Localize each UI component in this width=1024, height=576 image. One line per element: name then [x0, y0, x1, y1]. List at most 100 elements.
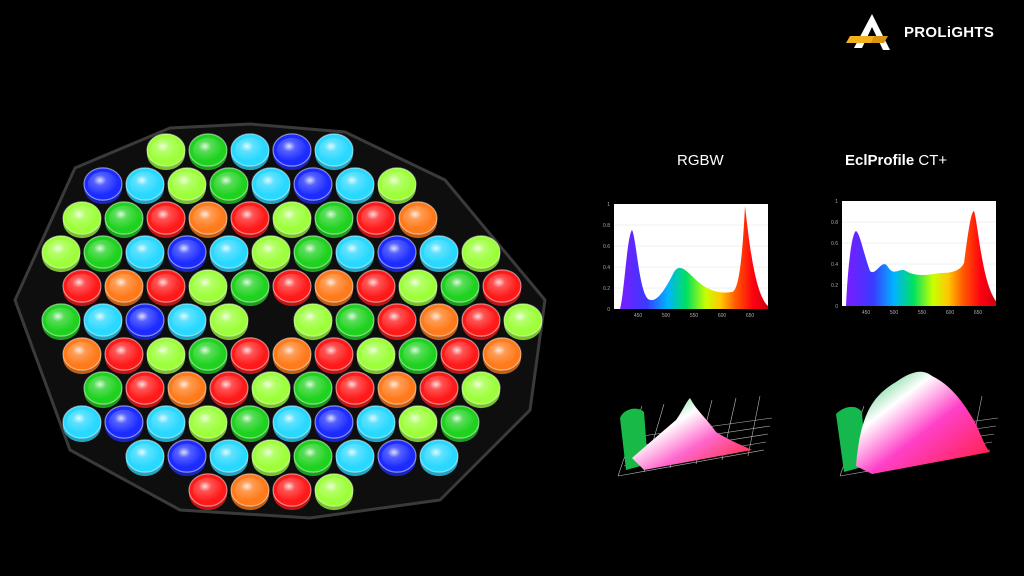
led-lens [104, 337, 144, 375]
eclprofile-y-tick: 0.2 [831, 283, 838, 289]
led-lens [398, 269, 438, 307]
rgbw-x-tick: 500 [662, 313, 671, 319]
led-lens [125, 235, 165, 273]
eclprofile-x-tick: 500 [890, 310, 899, 316]
rgbw-x-tick: 450 [634, 313, 643, 319]
led-lens [461, 303, 501, 341]
led-lens [146, 201, 186, 239]
led-lens [272, 473, 312, 511]
led-lens [482, 337, 522, 375]
led-lens [461, 371, 501, 409]
led-lens [230, 405, 270, 443]
led-lens [419, 439, 459, 477]
led-lens [272, 337, 312, 375]
led-lens [272, 133, 312, 171]
led-lens [335, 371, 375, 409]
led-lens [314, 133, 354, 171]
eclprofile-title: EclProfile CT+ [845, 152, 947, 169]
led-lens [503, 303, 543, 341]
led-lens [230, 473, 270, 511]
led-lens [251, 439, 291, 477]
eclprofile-y-tick: 1 [835, 199, 838, 205]
led-lens [356, 269, 396, 307]
led-lens [440, 337, 480, 375]
led-lens [230, 337, 270, 375]
rgbw-y-tick: 0.2 [603, 286, 610, 292]
led-lens [314, 405, 354, 443]
led-lens [251, 235, 291, 273]
led-lens [314, 473, 354, 511]
led-lens [209, 371, 249, 409]
led-lens [209, 235, 249, 273]
led-lens [188, 133, 228, 171]
led-lens [293, 167, 333, 205]
led-lens [41, 235, 81, 273]
rgbw-y-tick: 0 [607, 307, 610, 313]
led-lens [293, 235, 333, 273]
led-lens [293, 439, 333, 477]
led-lens [419, 303, 459, 341]
led-lens [272, 201, 312, 239]
rgbw-x-tick: 550 [690, 313, 699, 319]
led-lens [398, 337, 438, 375]
rgbw-x-tick: 650 [746, 313, 755, 319]
eclprofile-spectrum-chart: 1 0.8 0.6 0.4 0.2 0 450 500 550 600 650 [831, 199, 996, 316]
led-lens [209, 167, 249, 205]
led-lens [314, 201, 354, 239]
rgbw-x-tick: 600 [718, 313, 727, 319]
led-lens [293, 303, 333, 341]
rgbw-spectrum-curve [620, 206, 768, 309]
led-lens [251, 371, 291, 409]
rgbw-y-tick: 0.8 [603, 223, 610, 229]
led-lens [356, 405, 396, 443]
rgbw-spectrum-chart: 1 0.8 0.6 0.4 0.2 0 450 500 550 600 650 [603, 202, 768, 319]
led-lens [146, 133, 186, 171]
led-lens [125, 303, 165, 341]
led-lens [188, 473, 228, 511]
brand-name: PROLiGHTS [904, 23, 995, 41]
led-lens [83, 303, 123, 341]
eclprofile-spectrum-curve [846, 211, 996, 306]
eclprofile-x-tick: 550 [918, 310, 927, 316]
led-lens [146, 337, 186, 375]
led-lens [62, 405, 102, 443]
rgbw-title: RGBW [677, 152, 724, 169]
prolights-logo-icon [846, 14, 890, 50]
led-lens [83, 235, 123, 273]
led-lens [272, 405, 312, 443]
led-lens [230, 201, 270, 239]
rgbw-y-tick: 0.4 [603, 265, 610, 271]
eclprofile-y-tick: 0 [835, 304, 838, 310]
led-lens [62, 201, 102, 239]
led-lens [335, 167, 375, 205]
eclprofile-y-tick: 0.4 [831, 262, 838, 268]
led-lens [125, 371, 165, 409]
led-lens [167, 167, 207, 205]
led-lens [104, 269, 144, 307]
rgbw-y-tick: 1 [607, 202, 610, 208]
eclprofile-3d-surface-illustration [836, 371, 999, 477]
led-lens [125, 167, 165, 205]
led-lens [272, 269, 312, 307]
led-lens [377, 235, 417, 273]
led-lens [230, 133, 270, 171]
led-lens [377, 303, 417, 341]
led-lens [335, 235, 375, 273]
led-lens [83, 371, 123, 409]
led-lens [167, 303, 207, 341]
led-lens [356, 201, 396, 239]
led-lens [356, 337, 396, 375]
led-lens [377, 167, 417, 205]
eclprofile-x-tick: 600 [946, 310, 955, 316]
led-lens [167, 235, 207, 273]
led-lens [167, 371, 207, 409]
led-lens [377, 439, 417, 477]
led-lens [335, 303, 375, 341]
eclprofile-x-tick: 650 [974, 310, 983, 316]
eclprofile-x-tick: 450 [862, 310, 871, 316]
led-lens [83, 167, 123, 205]
led-lens [188, 269, 228, 307]
led-lens [314, 337, 354, 375]
led-lens [419, 235, 459, 273]
led-lens [461, 235, 501, 273]
